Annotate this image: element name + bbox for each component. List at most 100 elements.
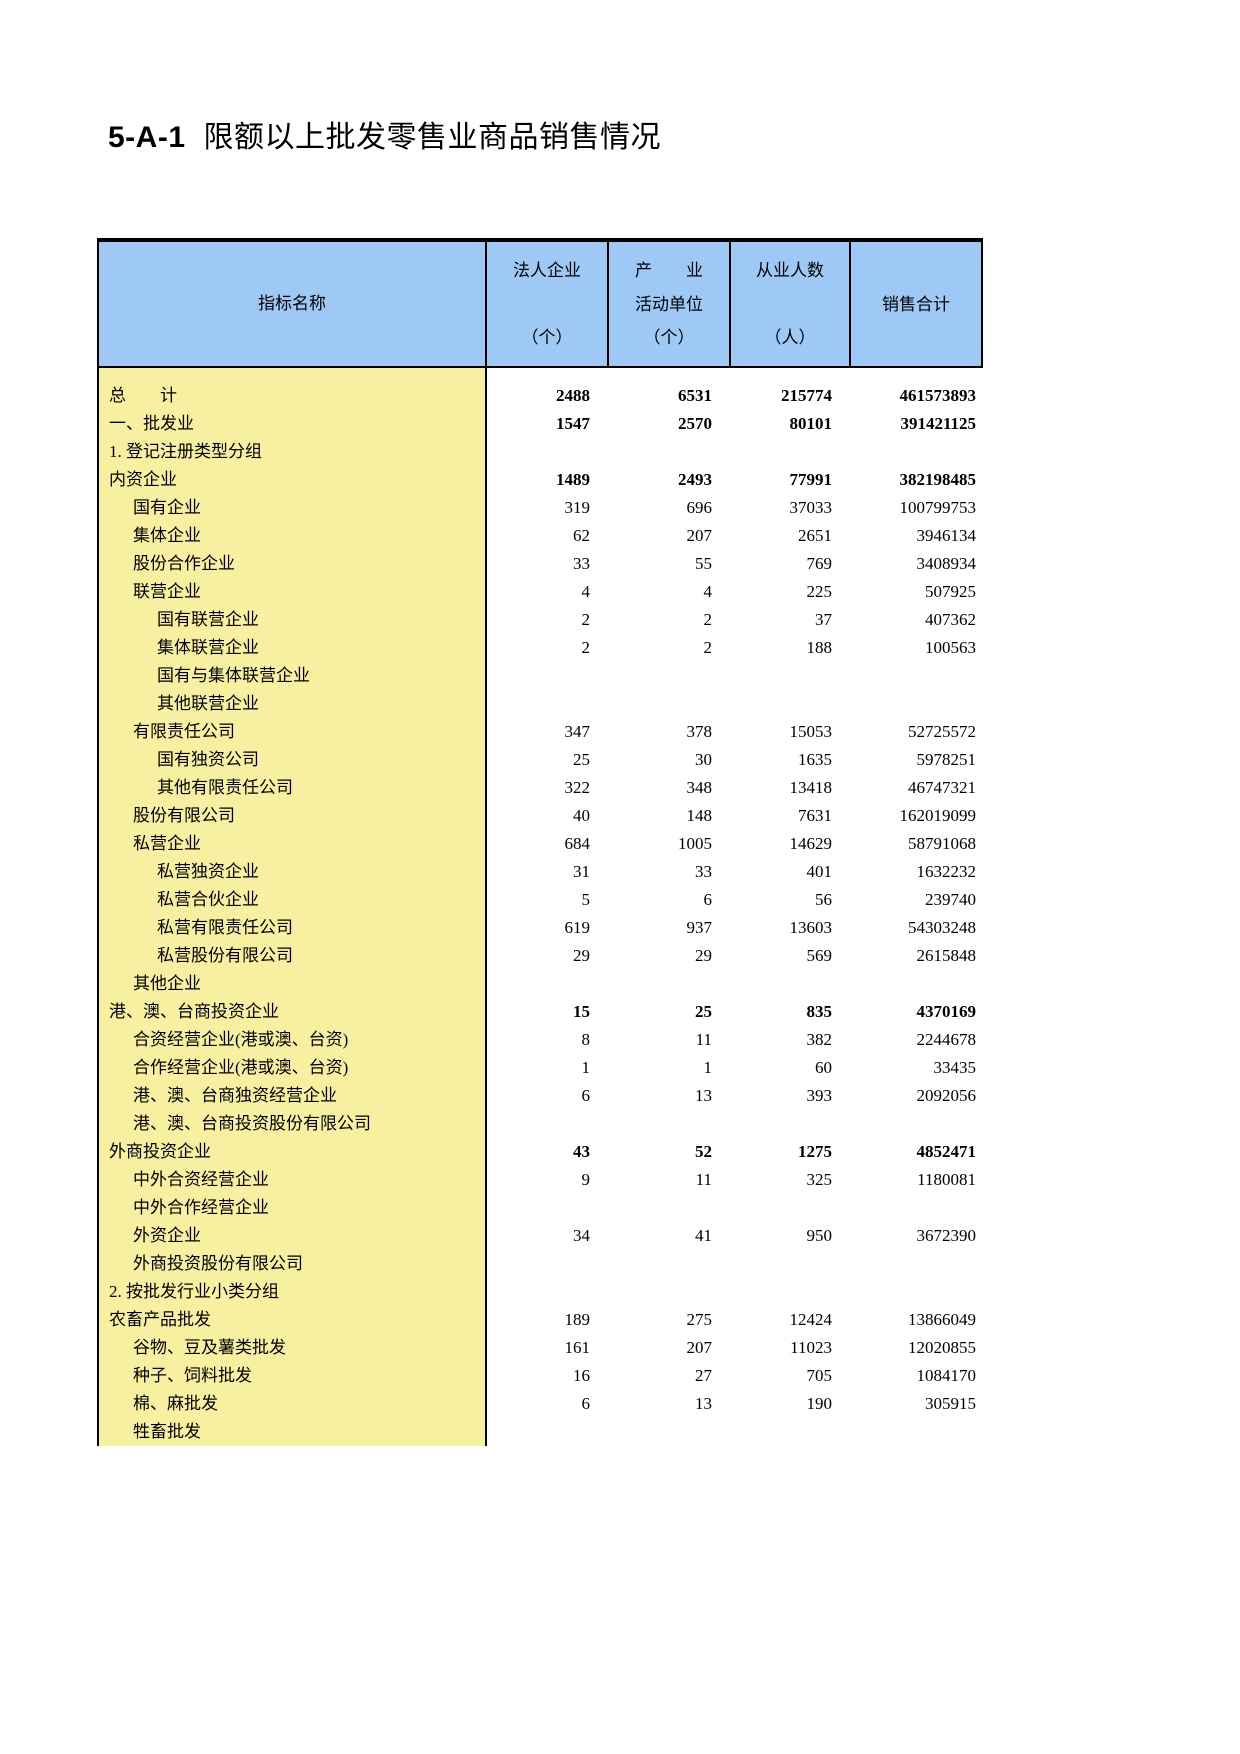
cell-legal-entities: 161 bbox=[486, 1334, 608, 1362]
table-row: 私营独资企业 31 33 401 1632232 bbox=[97, 858, 982, 886]
table-spacer-row bbox=[97, 367, 982, 382]
page-title: 5-A-1 限额以上批发零售业商品销售情况 bbox=[108, 112, 661, 156]
cell-legal-entities: 40 bbox=[486, 802, 608, 830]
cell-sales-total: 2092056 bbox=[850, 1082, 982, 1110]
cell-activity-units bbox=[608, 662, 730, 690]
row-label: 种子、饲料批发 bbox=[97, 1362, 487, 1390]
cell-activity-units bbox=[608, 1250, 730, 1278]
row-label: 港、澳、台商投资股份有限公司 bbox=[97, 1110, 487, 1138]
table-row: 其他企业 bbox=[97, 970, 982, 998]
header-indicator-label: 指标名称 bbox=[258, 293, 326, 313]
cell-sales-total: 391421125 bbox=[850, 410, 982, 438]
cell-activity-units bbox=[608, 1278, 730, 1306]
cell-employees: 1275 bbox=[730, 1138, 850, 1166]
cell-activity-units: 52 bbox=[608, 1138, 730, 1166]
cell-employees: 80101 bbox=[730, 410, 850, 438]
row-label: 其他有限责任公司 bbox=[97, 774, 487, 802]
cell-activity-units bbox=[608, 1110, 730, 1138]
row-label: 集体联营企业 bbox=[97, 634, 487, 662]
cell-sales-total: 52725572 bbox=[850, 718, 982, 746]
cell-sales-total bbox=[850, 1418, 982, 1446]
table-row: 2. 按批发行业小类分组 bbox=[97, 1278, 982, 1306]
cell-sales-total bbox=[850, 662, 982, 690]
table-row: 联营企业 4 4 225 507925 bbox=[97, 578, 982, 606]
cell-sales-total: 33435 bbox=[850, 1054, 982, 1082]
cell-sales-total: 507925 bbox=[850, 578, 982, 606]
header-employees-line2 bbox=[731, 288, 849, 322]
row-label: 国有企业 bbox=[97, 494, 487, 522]
row-label: 一、批发业 bbox=[97, 410, 487, 438]
table-row: 私营有限责任公司 619 937 13603 54303248 bbox=[97, 914, 982, 942]
cell-sales-total: 1180081 bbox=[850, 1166, 982, 1194]
cell-activity-units: 2 bbox=[608, 606, 730, 634]
cell-legal-entities: 5 bbox=[486, 886, 608, 914]
cell-legal-entities: 25 bbox=[486, 746, 608, 774]
cell-legal-entities: 684 bbox=[486, 830, 608, 858]
cell-employees: 77991 bbox=[730, 466, 850, 494]
cell-employees bbox=[730, 662, 850, 690]
header-sales-unit bbox=[851, 322, 981, 354]
cell-activity-units bbox=[608, 1418, 730, 1446]
row-label: 国有与集体联营企业 bbox=[97, 662, 487, 690]
table-row: 有限责任公司 347 378 15053 52725572 bbox=[97, 718, 982, 746]
table-code: 5-A-1 bbox=[108, 121, 186, 154]
spacer-label-cell bbox=[97, 367, 487, 382]
row-label: 1. 登记注册类型分组 bbox=[97, 438, 487, 466]
row-label: 国有联营企业 bbox=[97, 606, 487, 634]
header-activity-line1: 产 业 bbox=[635, 261, 703, 280]
cell-legal-entities bbox=[486, 1250, 608, 1278]
row-label: 其他企业 bbox=[97, 970, 487, 998]
table-row: 港、澳、台商独资经营企业 6 13 393 2092056 bbox=[97, 1082, 982, 1110]
table-row: 国有联营企业 2 2 37 407362 bbox=[97, 606, 982, 634]
cell-legal-entities: 1489 bbox=[486, 466, 608, 494]
cell-sales-total: 4852471 bbox=[850, 1138, 982, 1166]
cell-legal-entities bbox=[486, 1194, 608, 1222]
cell-activity-units: 41 bbox=[608, 1222, 730, 1250]
row-label: 股份有限公司 bbox=[97, 802, 487, 830]
cell-sales-total: 5978251 bbox=[850, 746, 982, 774]
cell-sales-total: 1084170 bbox=[850, 1362, 982, 1390]
cell-employees: 215774 bbox=[730, 382, 850, 410]
cell-legal-entities: 319 bbox=[486, 494, 608, 522]
cell-employees bbox=[730, 438, 850, 466]
cell-legal-entities: 6 bbox=[486, 1082, 608, 1110]
cell-employees: 13603 bbox=[730, 914, 850, 942]
cell-sales-total: 3672390 bbox=[850, 1222, 982, 1250]
cell-employees bbox=[730, 690, 850, 718]
row-label: 其他联营企业 bbox=[97, 690, 487, 718]
cell-employees: 60 bbox=[730, 1054, 850, 1082]
cell-employees bbox=[730, 1110, 850, 1138]
row-label: 棉、麻批发 bbox=[97, 1390, 487, 1418]
cell-employees: 37033 bbox=[730, 494, 850, 522]
cell-legal-entities: 8 bbox=[486, 1026, 608, 1054]
table-row: 合作经营企业(港或澳、台资) 1 1 60 33435 bbox=[97, 1054, 982, 1082]
cell-employees: 835 bbox=[730, 998, 850, 1026]
row-label: 私营有限责任公司 bbox=[97, 914, 487, 942]
cell-activity-units: 6 bbox=[608, 886, 730, 914]
cell-activity-units: 55 bbox=[608, 550, 730, 578]
cell-activity-units: 696 bbox=[608, 494, 730, 522]
cell-employees: 190 bbox=[730, 1390, 850, 1418]
header-sales-line2: 销售合计 bbox=[882, 295, 950, 314]
cell-activity-units: 2493 bbox=[608, 466, 730, 494]
cell-employees: 12424 bbox=[730, 1306, 850, 1334]
cell-sales-total bbox=[850, 438, 982, 466]
cell-activity-units: 207 bbox=[608, 522, 730, 550]
row-label: 私营股份有限公司 bbox=[97, 942, 487, 970]
cell-activity-units: 27 bbox=[608, 1362, 730, 1390]
row-label: 中外合资经营企业 bbox=[97, 1166, 487, 1194]
cell-employees: 14629 bbox=[730, 830, 850, 858]
header-employees-line1: 从业人数 bbox=[756, 261, 824, 280]
cell-employees bbox=[730, 1194, 850, 1222]
cell-activity-units: 29 bbox=[608, 942, 730, 970]
table-row: 谷物、豆及薯类批发 161 207 11023 12020855 bbox=[97, 1334, 982, 1362]
table-row: 港、澳、台商投资企业 15 25 835 4370169 bbox=[97, 998, 982, 1026]
table-row: 其他联营企业 bbox=[97, 690, 982, 718]
cell-legal-entities bbox=[486, 970, 608, 998]
cell-legal-entities: 33 bbox=[486, 550, 608, 578]
table-row: 牲畜批发 bbox=[97, 1418, 982, 1446]
cell-sales-total: 2615848 bbox=[850, 942, 982, 970]
cell-sales-total: 100799753 bbox=[850, 494, 982, 522]
cell-legal-entities: 2488 bbox=[486, 382, 608, 410]
cell-sales-total: 100563 bbox=[850, 634, 982, 662]
